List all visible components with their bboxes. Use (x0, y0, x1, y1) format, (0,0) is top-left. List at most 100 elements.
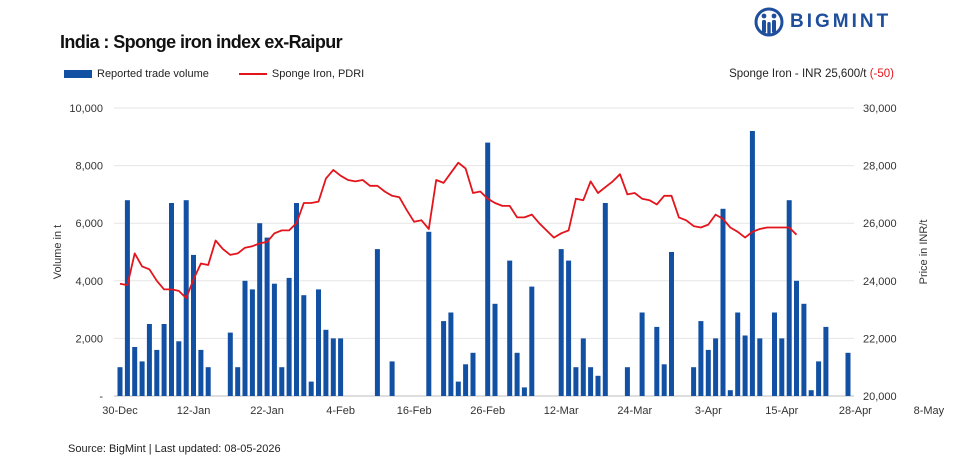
x-tick-label: 26-Feb (470, 405, 505, 417)
x-tick-label: 15-Apr (765, 405, 798, 417)
volume-bar (845, 352, 851, 396)
volume-bar (705, 349, 711, 396)
volume-bar (654, 326, 660, 396)
volume-bar (154, 349, 160, 396)
volume-bar (330, 338, 336, 396)
volume-bars (117, 131, 851, 396)
y-tick-label-right: 24,000 (863, 276, 897, 288)
volume-bar (176, 341, 182, 396)
volume-bar (772, 312, 777, 396)
volume-bar (588, 367, 594, 396)
y-tick-label-left: 8,000 (75, 161, 103, 173)
volume-bar (124, 200, 130, 396)
legend-label-volume: Reported trade volume (97, 68, 209, 80)
latest-price-label: Sponge Iron - INR 25,600/t (729, 68, 867, 80)
volume-bar (316, 289, 321, 396)
volume-bar (139, 361, 145, 396)
brand-name: BIGMINT (790, 11, 892, 32)
legend-swatch-bar (64, 70, 92, 78)
brand-logo: BIGMINT (754, 6, 891, 38)
volume-bar (264, 237, 270, 396)
price-line-group (119, 161, 798, 300)
y-tick-label-left: 2,000 (75, 333, 103, 345)
volume-bar (573, 367, 579, 396)
y-tick-label-right: 20,000 (863, 391, 897, 403)
x-tick-label: 24-Mar (617, 405, 652, 417)
y-tick-label-left: - (99, 391, 103, 403)
volume-bar (801, 303, 807, 396)
volume-bar (198, 349, 204, 396)
volume-bar (191, 254, 196, 396)
volume-bar (441, 321, 447, 396)
volume-bar (161, 324, 167, 396)
x-tick-label: 30-Dec (102, 405, 138, 417)
volume-bar (727, 390, 733, 396)
volume-bar (205, 367, 211, 396)
volume-bar (271, 283, 277, 396)
volume-bar (816, 361, 822, 396)
volume-bar (566, 260, 572, 396)
axes: - 2,000 4,000 6,000 8,000 10,000 20,000 22,000 2… (52, 103, 945, 417)
latest-price-note: Sponge Iron - INR 25,600/t (-50) (729, 68, 894, 80)
volume-bar (374, 249, 380, 396)
volume-bar (595, 375, 601, 396)
volume-bar (558, 249, 564, 396)
volume-bar (470, 352, 476, 396)
volume-bar (308, 381, 314, 396)
volume-bar (227, 332, 233, 396)
volume-bar (492, 303, 498, 396)
x-tick-label: 12-Mar (544, 405, 579, 417)
x-tick-label: 12-Jan (177, 405, 211, 417)
volume-bar (757, 338, 763, 396)
y-tick-label-right: 26,000 (863, 218, 897, 230)
legend-label-price: Sponge Iron, PDRI (271, 68, 365, 80)
volume-bar (242, 280, 248, 396)
volume-bar (602, 203, 608, 396)
y-tick-label-left: 4,000 (75, 276, 103, 288)
volume-bar (580, 338, 586, 396)
volume-bar (639, 312, 645, 396)
y-axis-title-left: Volume in t (52, 225, 64, 279)
volume-bar (286, 277, 292, 396)
volume-bar (521, 387, 527, 396)
volume-bar (426, 231, 432, 396)
volume-bar (786, 200, 792, 396)
volume-bar (779, 338, 785, 396)
volume-bar (749, 131, 755, 396)
volume-bar (624, 367, 630, 396)
volume-bar (338, 338, 344, 396)
y-axis-title-right: Price in INR/t (918, 220, 930, 285)
x-tick-label: 3-Apr (695, 405, 722, 417)
x-tick-label: 8-May (914, 405, 945, 417)
volume-bar (735, 312, 741, 396)
legend-item-volume: Reported trade volume (64, 68, 209, 80)
latest-price-change: (-50) (869, 68, 894, 80)
volume-bar (235, 367, 241, 396)
y-tick-label-left: 6,000 (75, 218, 103, 230)
chart-legend: Reported trade volume Sponge Iron, PDRI (64, 68, 394, 80)
volume-bar (389, 361, 395, 396)
volume-bar (323, 329, 329, 396)
volume-bar (448, 312, 454, 396)
y-tick-label-left: 10,000 (69, 103, 103, 115)
volume-bar (294, 203, 299, 396)
source-note: Source: BigMint | Last updated: 08-05-20… (68, 443, 281, 455)
legend-item-price: Sponge Iron, PDRI (238, 68, 365, 80)
volume-bar (713, 338, 719, 396)
volume-bar (661, 364, 667, 396)
price-line (119, 161, 798, 300)
chart-title: India : Sponge iron index ex-Raipur (60, 32, 343, 52)
volume-bar (691, 367, 697, 396)
volume-bar (249, 289, 255, 396)
volume-bar (698, 321, 704, 396)
volume-bar (169, 203, 174, 396)
volume-bar (301, 295, 307, 396)
y-tick-label-right: 22,000 (863, 333, 897, 345)
x-tick-label: 22-Jan (250, 405, 284, 417)
bigmint-logo-icon (754, 7, 784, 37)
volume-bar (132, 347, 138, 396)
volume-bar (514, 352, 520, 396)
volume-bar (455, 381, 461, 396)
x-tick-label: 4-Feb (326, 405, 355, 417)
volume-bar (742, 335, 748, 396)
